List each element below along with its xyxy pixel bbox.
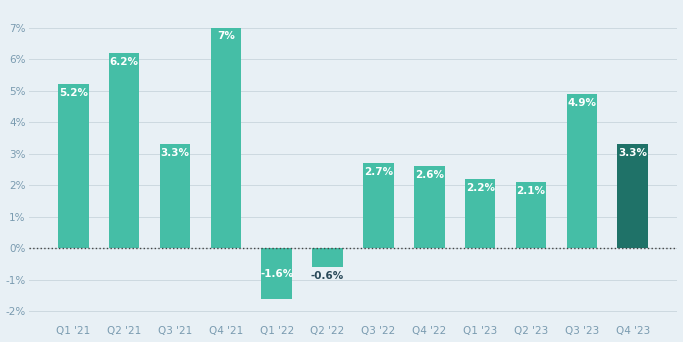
Text: 7%: 7% (217, 31, 235, 41)
Text: 3.3%: 3.3% (618, 148, 647, 158)
Text: -1.6%: -1.6% (260, 268, 294, 279)
Text: 2.1%: 2.1% (516, 186, 546, 196)
Bar (363, 163, 393, 248)
Bar (414, 166, 445, 248)
Bar (262, 248, 292, 299)
Text: -0.6%: -0.6% (311, 271, 344, 281)
Bar (617, 144, 648, 248)
Text: 6.2%: 6.2% (110, 57, 139, 67)
Bar (567, 94, 597, 248)
Bar (210, 28, 241, 248)
Text: 2.7%: 2.7% (364, 167, 393, 177)
Bar (312, 248, 343, 267)
Bar (109, 53, 139, 248)
Text: 2.2%: 2.2% (466, 183, 494, 193)
Text: 5.2%: 5.2% (59, 88, 88, 98)
Text: 4.9%: 4.9% (568, 97, 596, 108)
Bar (465, 179, 495, 248)
Bar (516, 182, 546, 248)
Text: 2.6%: 2.6% (415, 170, 444, 180)
Bar (58, 84, 89, 248)
Bar (160, 144, 191, 248)
Text: 3.3%: 3.3% (161, 148, 190, 158)
